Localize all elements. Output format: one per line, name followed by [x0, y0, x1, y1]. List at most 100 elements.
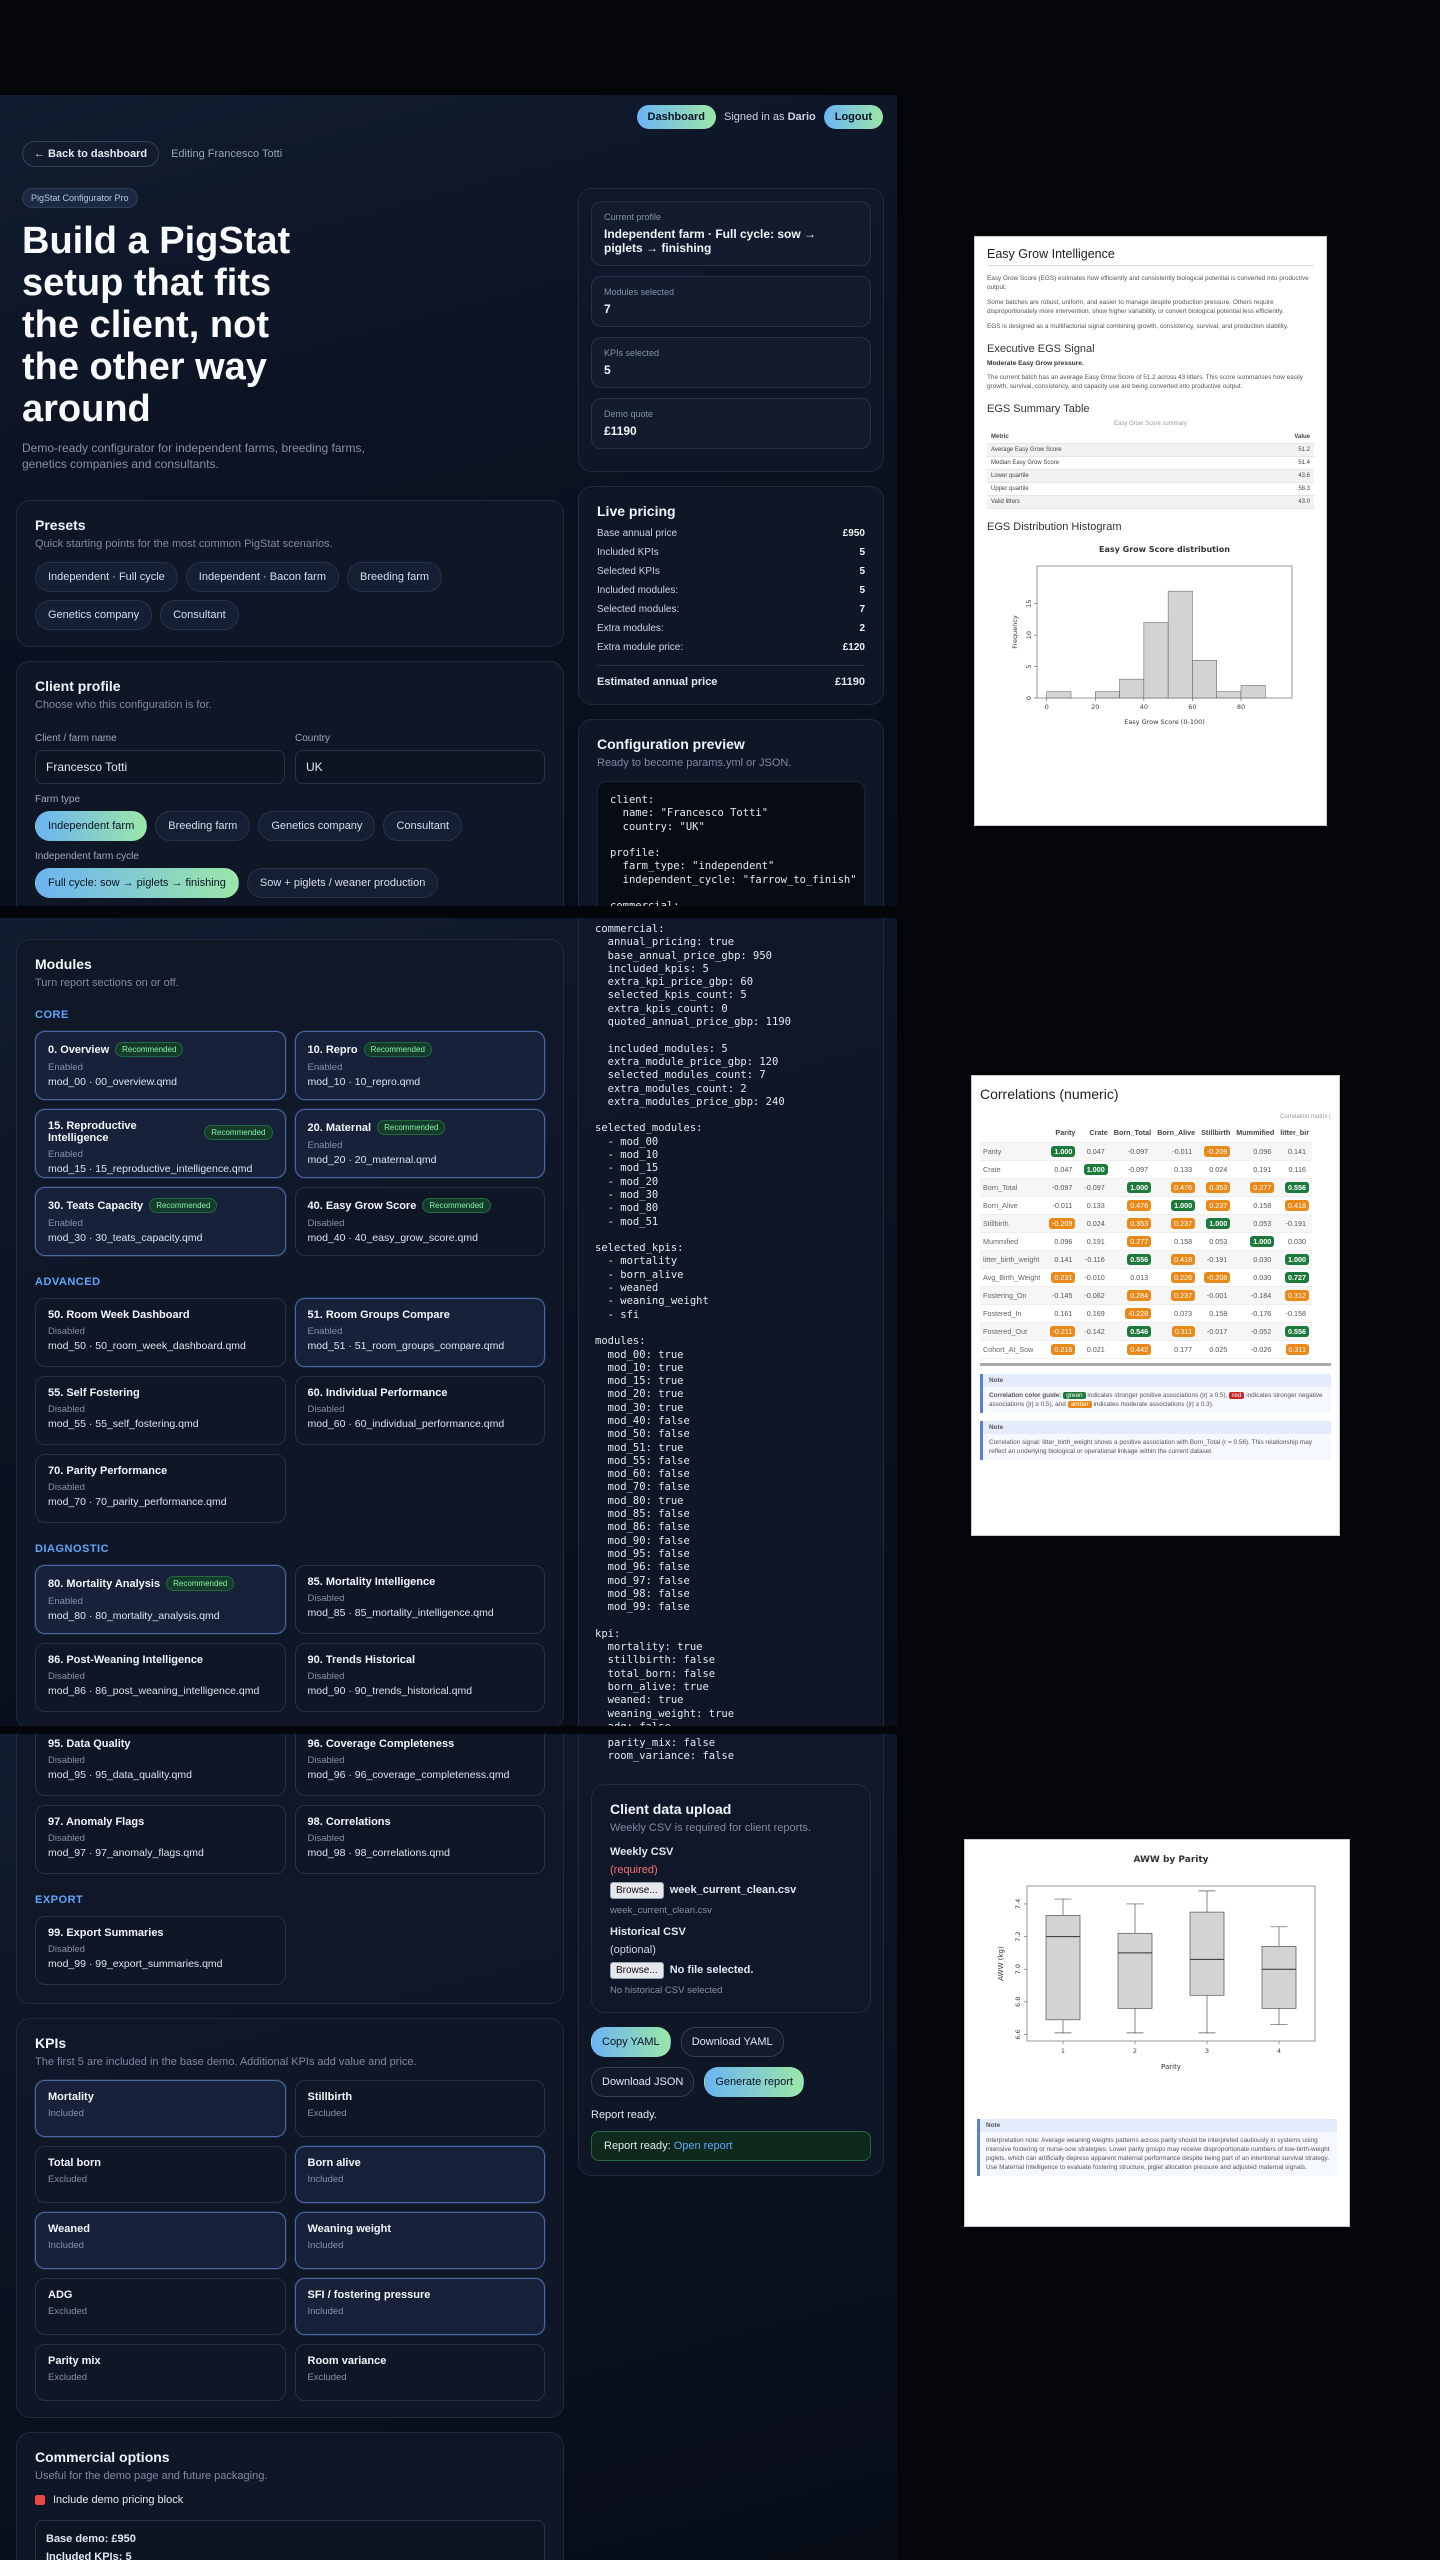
option-pill[interactable]: Sow + piglets / weaner production: [246, 868, 439, 898]
code-line: mod_80: true: [595, 1494, 684, 1507]
action-button[interactable]: Download YAML: [680, 2026, 784, 2057]
right-column: commercial: annual_pricing: true base_an…: [578, 918, 884, 1726]
kpi-card[interactable]: Total born Excluded: [35, 2146, 286, 2203]
report-heading: EGS Summary Table: [987, 403, 1090, 415]
table-cell: 0.556: [1277, 1178, 1312, 1197]
kpi-card[interactable]: SFI / fostering pressure Included: [294, 2278, 545, 2335]
option-pill[interactable]: Breeding farm: [155, 811, 251, 841]
option-list: Full cycle: sow → piglets → finishing Sow…: [35, 868, 545, 906]
pricing-row: Extra module price: £120: [597, 638, 865, 657]
card-title-row: SFI / fostering pressure: [308, 2289, 533, 2301]
text-input[interactable]: UK: [295, 750, 545, 784]
module-card[interactable]: 0. Overview Recommended Enabled mod_00 · 00…: [35, 1031, 286, 1100]
module-card[interactable]: 99. Export Summaries Disabled mod_99 · 99_…: [35, 1916, 286, 1985]
browse-button[interactable]: Browse...: [610, 1881, 664, 1899]
option-pill[interactable]: Independent · Full cycle: [35, 562, 178, 592]
correlation-value: 1.000: [1051, 1145, 1076, 1157]
module-card[interactable]: 20. Maternal Recommended Enabled mod_20 · 2…: [294, 1109, 545, 1178]
kpi-card[interactable]: ADG Excluded: [35, 2278, 286, 2335]
histogram-bar: [1192, 660, 1217, 699]
correlation-value: -0.142: [1084, 1326, 1105, 1336]
option-pill[interactable]: Genetics company: [258, 811, 376, 841]
card-file: mod_40 · 40_easy_grow_score.qmd: [307, 1232, 478, 1244]
card-heading: Presets: [35, 517, 86, 533]
kpi-card[interactable]: Stillbirth Excluded: [294, 2080, 545, 2137]
module-card[interactable]: 40. Easy Grow Score Recommended Disabled mo…: [294, 1187, 545, 1256]
module-card[interactable]: 97. Anomaly Flags Disabled mod_97 · 97_ano…: [35, 1805, 286, 1874]
kpi-card[interactable]: Mortality Included: [35, 2080, 286, 2137]
pricing-value: 2: [859, 623, 865, 634]
kpi-card[interactable]: Weaned Included: [35, 2212, 286, 2269]
card-subtitle: Useful for the demo page and future pack…: [35, 2470, 268, 2482]
code-line: base_annual_price_gbp: 950: [595, 949, 773, 962]
card-title-row: 97. Anomaly Flags: [48, 1816, 273, 1828]
table-cell: 0.030: [1277, 1232, 1312, 1251]
module-card[interactable]: 50. Room Week Dashboard Disabled mod_50 · …: [35, 1298, 286, 1367]
code-line: extra_kpis_count: 0: [595, 1002, 728, 1015]
module-card[interactable]: 80. Mortality Analysis Recommended Enabled…: [35, 1565, 286, 1634]
module-card[interactable]: 85. Mortality Intelligence Disabled mod_85…: [294, 1565, 545, 1634]
kpi-card[interactable]: Room variance Excluded: [294, 2344, 545, 2401]
table-cell: 0.158: [1198, 1304, 1234, 1323]
card-file: mod_86 · 86_post_weaning_intelligence.qm…: [48, 1685, 260, 1697]
pricing-row: Base annual price £950: [597, 524, 865, 543]
card-heading: Live pricing: [597, 503, 676, 519]
browse-button[interactable]: Browse...: [610, 1961, 664, 1979]
module-card[interactable]: 86. Post-Weaning Intelligence Disabled mod…: [35, 1643, 286, 1712]
action-button[interactable]: Generate report: [704, 2066, 804, 2097]
pricing-row: Selected modules: 7: [597, 600, 865, 619]
table-cell: 0.546: [1110, 1322, 1155, 1341]
action-button[interactable]: Download JSON: [591, 2066, 695, 2097]
code-gap: [610, 834, 852, 847]
correlation-value: -0.145: [1052, 1290, 1073, 1300]
card-status: Included: [307, 2240, 344, 2251]
checkbox[interactable]: [35, 2495, 45, 2505]
option-pill[interactable]: Independent · Bacon farm: [185, 562, 339, 592]
logout-button[interactable]: Logout: [823, 105, 883, 129]
option-pill[interactable]: Full cycle: sow → piglets → finishing: [35, 868, 239, 898]
table-cell: 0.133: [1154, 1160, 1199, 1179]
columns: 95. Data Quality Disabled mod_95 · 95_data…: [16, 1734, 884, 2560]
summary-box: Current profile Independent farm · Full c…: [591, 201, 871, 266]
option-pill[interactable]: Genetics company: [35, 600, 153, 630]
kpi-card[interactable]: Parity mix Excluded: [35, 2344, 286, 2401]
checkbox-row[interactable]: Include demo pricing block: [35, 2494, 545, 2506]
option-pill[interactable]: Consultant: [383, 811, 463, 841]
open-report-link[interactable]: Open report: [673, 2139, 733, 2152]
module-card[interactable]: 95. Data Quality Disabled mod_95 · 95_data…: [35, 1734, 286, 1796]
pricing-row: Selected KPIs 5: [597, 562, 865, 581]
module-card[interactable]: 96. Coverage Completeness Disabled mod_96 …: [294, 1734, 545, 1796]
module-card[interactable]: 90. Trends Historical Disabled mod_90 · 90…: [294, 1643, 545, 1712]
code-line: mod_70: false: [595, 1481, 690, 1494]
module-card[interactable]: 15. Reproductive Intelligence Recommended…: [35, 1109, 286, 1178]
card-title-row: ADG: [48, 2289, 273, 2301]
recommended-badge: Recommended: [363, 1042, 432, 1057]
commercial-line: Included KPIs: 5: [46, 2551, 132, 2560]
correlation-value: 0.216: [1051, 1343, 1076, 1355]
histogram-bar: [1143, 622, 1169, 699]
module-card[interactable]: 10. Repro Recommended Enabled mod_10 · 10_r…: [294, 1031, 545, 1100]
option-pill[interactable]: Breeding farm: [347, 562, 443, 592]
text-input[interactable]: Francesco Totti: [35, 750, 285, 784]
action-button[interactable]: Copy YAML: [591, 2026, 671, 2057]
module-card[interactable]: 70. Parity Performance Disabled mod_70 · 7…: [35, 1454, 286, 1523]
module-card[interactable]: 55. Self Fostering Disabled mod_55 · 55_se…: [35, 1376, 286, 1445]
correlation-value: 0.237: [1206, 1199, 1231, 1211]
table-row: Fostered_In 0.161 0.169 -0.228 0.073 0.158 -0.…: [980, 1304, 1312, 1323]
column-header: Mummified: [1233, 1124, 1278, 1143]
kpi-card[interactable]: Born alive Included: [294, 2146, 545, 2203]
table-cell: 0.277: [1110, 1232, 1155, 1251]
module-card[interactable]: 98. Correlations Disabled mod_98 · 98_corr…: [294, 1805, 545, 1874]
option-pill[interactable]: Consultant: [160, 600, 239, 630]
module-card[interactable]: 51. Room Groups Compare Enabled mod_51 · 5…: [294, 1298, 545, 1367]
table-cell: -0.228: [1110, 1304, 1155, 1323]
option-pill[interactable]: Independent farm: [35, 811, 148, 841]
kpi-card[interactable]: Weaning weight Included: [294, 2212, 545, 2269]
module-card[interactable]: 30. Teats Capacity Recommended Enabled mod_…: [35, 1187, 286, 1256]
back-button[interactable]: ← Back to dashboard: [22, 141, 160, 167]
dashboard-button[interactable]: Dashboard: [636, 105, 716, 129]
module-card[interactable]: 60. Individual Performance Disabled mod_60…: [294, 1376, 545, 1445]
correlation-value: -0.191: [1285, 1218, 1306, 1228]
card-status: Excluded: [48, 2306, 88, 2317]
card-status: Disabled: [48, 1404, 85, 1415]
